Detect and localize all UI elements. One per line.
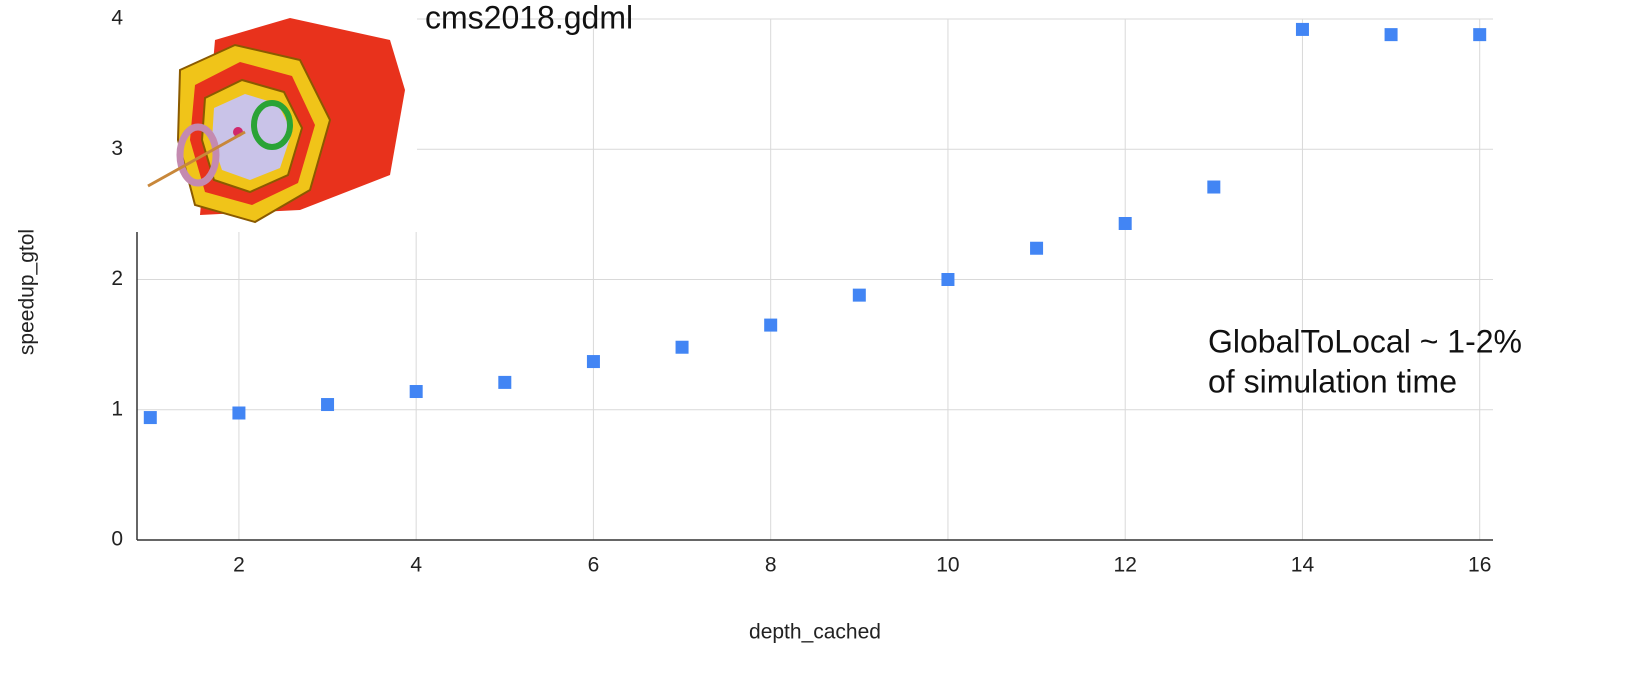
marker: [232, 406, 246, 420]
marker: [1473, 28, 1487, 42]
annotation: GlobalToLocal ~ 1-2%: [1208, 323, 1522, 359]
x-axis-label: depth_cached: [749, 621, 881, 644]
marker: [1118, 216, 1132, 230]
marker: [143, 411, 157, 425]
annotation: cms2018.gdml: [425, 0, 633, 35]
y-tick-label: 4: [111, 7, 123, 30]
marker: [1207, 180, 1221, 194]
marker: [1295, 22, 1309, 36]
y-tick-label: 0: [111, 528, 123, 551]
marker: [321, 398, 335, 412]
marker: [498, 375, 512, 389]
marker: [586, 355, 600, 369]
detector-image: [135, 0, 417, 232]
marker: [1384, 28, 1398, 42]
marker: [675, 340, 689, 354]
x-tick-label: 2: [233, 554, 245, 577]
x-tick-label: 16: [1468, 554, 1491, 577]
y-tick-label: 3: [111, 137, 123, 160]
y-tick-label: 1: [111, 397, 123, 420]
annotation: of simulation time: [1208, 363, 1457, 399]
marker: [764, 318, 778, 332]
marker: [1030, 241, 1044, 255]
x-tick-label: 6: [588, 554, 600, 577]
marker: [852, 288, 866, 302]
marker: [941, 273, 955, 286]
y-axis-label: speedup_gtol: [16, 229, 39, 355]
x-tick-label: 10: [936, 554, 959, 577]
x-tick-label: 4: [410, 554, 422, 577]
marker: [409, 385, 423, 399]
x-tick-label: 12: [1114, 554, 1137, 577]
x-tick-label: 8: [765, 554, 777, 577]
y-tick-label: 2: [111, 267, 123, 290]
x-tick-label: 14: [1291, 554, 1315, 577]
